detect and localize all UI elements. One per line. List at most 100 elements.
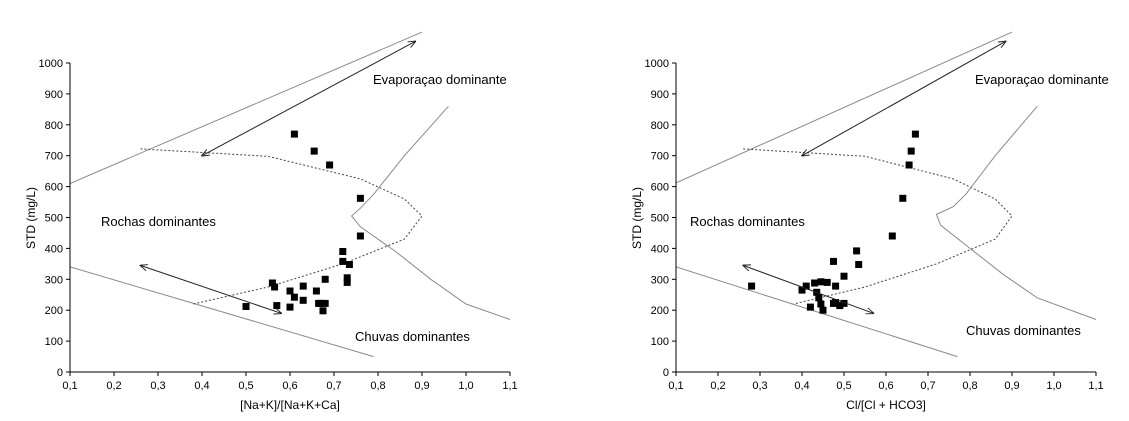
x-tick-label: 1,1 [502, 380, 517, 392]
y-tick-label: 200 [651, 305, 669, 317]
data-points [242, 130, 364, 315]
evaporation-arrow [202, 41, 415, 155]
data-point [273, 302, 281, 310]
y-tick-label: 1000 [645, 58, 669, 70]
data-point [806, 303, 814, 311]
data-point [830, 257, 837, 265]
y-tick-label: 400 [45, 243, 63, 255]
upper-envelope-line [676, 31, 1013, 184]
data-point [299, 282, 307, 290]
x-tick-label: 0,3 [752, 380, 767, 392]
annotation-evaporacao: Evaporaçao dominante [975, 72, 1109, 87]
y-axis-title: STD (mg/L) [24, 187, 38, 249]
y-tick-label: 500 [45, 213, 63, 225]
x-axis-title: [Na+K]/[Na+K+Ca] [240, 398, 340, 412]
data-point [817, 300, 825, 308]
x-tick-label: 0,9 [414, 380, 429, 392]
y-tick-label: 900 [45, 89, 63, 101]
data-point [811, 279, 819, 287]
x-tick-label: 0,9 [1004, 380, 1019, 392]
data-point [312, 287, 320, 295]
data-point [299, 296, 307, 304]
data-point [823, 278, 831, 286]
data-point [830, 299, 837, 307]
y-tick-label: 900 [651, 89, 669, 101]
y-tick-label: 700 [45, 151, 63, 163]
data-point [286, 303, 294, 311]
data-point [356, 194, 364, 202]
data-point [290, 293, 298, 301]
x-tick-label: 0,4 [194, 380, 209, 392]
annotation-rochas: Rochas dominantes [690, 214, 805, 229]
annotation-evaporacao: Evaporaçao dominante [373, 72, 507, 87]
y-tick-label: 0 [663, 367, 669, 379]
y-tick-label: 100 [45, 336, 63, 348]
data-point [899, 194, 907, 202]
x-tick-label: 0,5 [836, 380, 851, 392]
evaporation-arrow [802, 41, 1006, 155]
data-point [286, 287, 294, 295]
chart-right: 0,1 0,2 0,3 0,4 0,5 0,6 0,7 0,8 0,9 1,0 1,1 0 100 20… [630, 31, 1109, 412]
y-tick-label: 0 [57, 367, 63, 379]
y-axis-title: STD (mg/L) [630, 187, 644, 249]
data-point [819, 306, 827, 314]
data-point [907, 147, 915, 155]
y-tick-label: 600 [45, 182, 63, 194]
y-tick-label: 600 [651, 182, 669, 194]
x-tick-label: 0,1 [62, 380, 77, 392]
annotation-chuvas: Chuvas dominantes [355, 329, 470, 344]
x-ticks: 0,1 0,2 0,3 0,4 0,5 0,6 0,7 0,8 0,9 1,0 1,1 [668, 372, 1104, 392]
rain-arrow [140, 265, 281, 313]
rock-boundary-dotted-curve [743, 148, 1013, 305]
x-tick-label: 0,7 [920, 380, 935, 392]
rain-arrow [743, 265, 873, 313]
data-point [815, 294, 823, 302]
data-point [271, 283, 279, 291]
x-tick-label: 0,2 [710, 380, 725, 392]
y-tick-label: 700 [651, 151, 669, 163]
upper-envelope-line [70, 31, 423, 184]
y-tick-label: 100 [651, 336, 669, 348]
data-point [321, 275, 329, 283]
data-point [290, 130, 298, 138]
chart-left: 0,1 0,2 0,3 0,4 0,5 0,6 0,7 0,8 0,9 1,0 1,1 0 100 20… [24, 31, 518, 412]
y-tick-label: 300 [45, 274, 63, 286]
y-tick-label: 800 [651, 120, 669, 132]
y-tick-label: 800 [45, 120, 63, 132]
data-point [326, 161, 334, 169]
data-point [345, 261, 353, 268]
data-point [832, 282, 840, 290]
data-point [748, 282, 756, 290]
y-ticks: 0 100 200 300 400 500 600 700 800 900 1000 [39, 58, 70, 379]
x-tick-label: 1,1 [1088, 380, 1103, 392]
data-point [888, 232, 896, 240]
x-tick-label: 1,0 [458, 380, 473, 392]
x-tick-label: 0,1 [668, 380, 683, 392]
data-point [911, 130, 919, 138]
data-point [840, 272, 848, 280]
y-tick-label: 200 [45, 305, 63, 317]
annotation-rochas: Rochas dominantes [101, 214, 216, 229]
rain-boundary-curve [935, 105, 1097, 320]
x-tick-label: 1,0 [1046, 380, 1061, 392]
data-point [339, 257, 347, 265]
data-point [905, 161, 913, 169]
annotation-chuvas: Chuvas dominantes [966, 323, 1081, 338]
x-tick-label: 0,6 [878, 380, 893, 392]
data-point [343, 274, 351, 282]
x-ticks: 0,1 0,2 0,3 0,4 0,5 0,6 0,7 0,8 0,9 1,0 1,1 [62, 372, 518, 392]
data-point [343, 278, 351, 286]
x-tick-label: 0,2 [106, 380, 121, 392]
data-point [855, 261, 863, 268]
y-tick-label: 300 [651, 274, 669, 286]
data-point [339, 248, 347, 255]
data-point [321, 299, 329, 307]
data-point [817, 278, 825, 286]
x-axis-title: Cl/[Cl + HCO3] [846, 398, 926, 412]
y-ticks: 0 100 200 300 400 500 600 700 800 900 1000 [645, 58, 676, 379]
x-tick-label: 0,5 [238, 380, 253, 392]
data-point [242, 303, 250, 310]
x-tick-label: 0,7 [326, 380, 341, 392]
data-point [310, 147, 318, 155]
